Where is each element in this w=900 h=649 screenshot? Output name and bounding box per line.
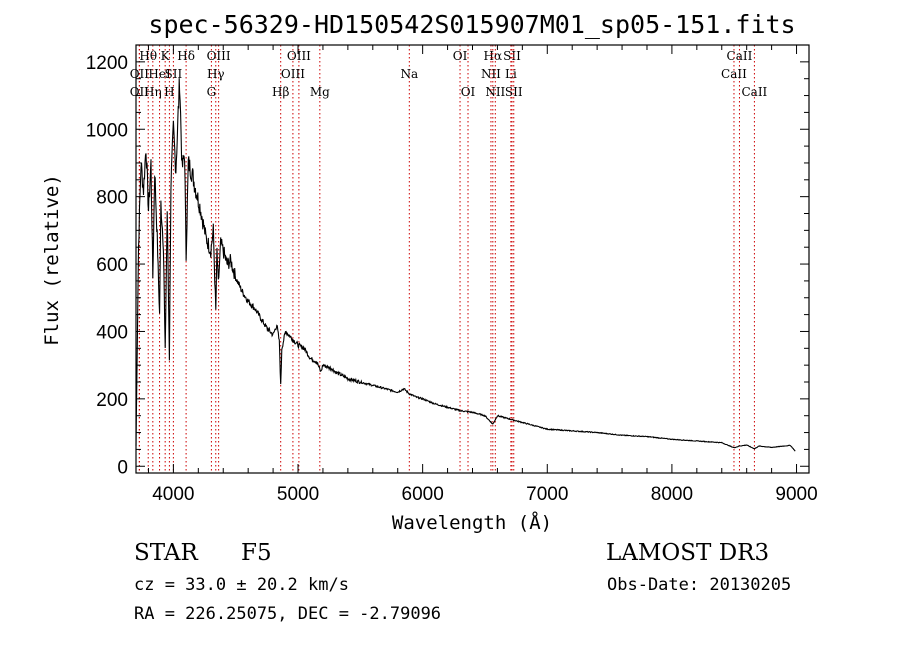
spectral-line-label: SII bbox=[505, 85, 523, 99]
x-tick-label: 7000 bbox=[526, 484, 568, 505]
y-axis-label: Flux (relative) bbox=[41, 174, 63, 346]
y-tick-label: 800 bbox=[96, 188, 128, 209]
x-tick-label: 6000 bbox=[402, 484, 444, 505]
coordinates: RA = 226.25075, DEC = -2.79096 bbox=[134, 604, 441, 624]
spectral-line-label: H bbox=[164, 85, 174, 99]
redshift-cz: cz = 33.0 ± 20.2 km/s bbox=[134, 575, 349, 595]
spectral-line-label: Hθ bbox=[139, 49, 157, 63]
spectral-line-label: NII bbox=[485, 85, 505, 99]
spectral-line-label: SII bbox=[165, 67, 183, 81]
y-tick-label: 1000 bbox=[86, 120, 128, 141]
obs-date: Obs-Date: 20130205 bbox=[607, 575, 791, 595]
spectral-line-label: OIII bbox=[287, 49, 311, 63]
spectral-line-label: Hβ bbox=[272, 85, 289, 99]
spectral-line-label: Li bbox=[505, 67, 517, 81]
spectral-line-label: Hα bbox=[484, 49, 503, 63]
spectral-line-label: K bbox=[161, 49, 171, 63]
y-tick-label: 200 bbox=[96, 390, 128, 411]
spectral-line-label: G bbox=[207, 85, 217, 99]
spectral-line-label: Hδ bbox=[177, 49, 195, 63]
spectral-line-label: CaII bbox=[741, 85, 767, 99]
y-tick-label: 400 bbox=[96, 322, 128, 343]
spectral-line-label: OI bbox=[461, 85, 476, 99]
spectral-line-label: OIII bbox=[207, 49, 231, 63]
spectral-line-label: CaII bbox=[727, 49, 753, 63]
plot-frame bbox=[135, 44, 810, 474]
spectral-line-label: Hη bbox=[144, 85, 162, 99]
spectral-line-label: NII bbox=[481, 67, 501, 81]
x-tick-label: 8000 bbox=[651, 484, 693, 505]
object-subclass: F5 bbox=[241, 540, 272, 566]
y-tick-label: 1200 bbox=[86, 53, 128, 74]
x-tick-label: 9000 bbox=[775, 484, 817, 505]
object-type: STAR bbox=[134, 540, 198, 566]
y-tick-label: 0 bbox=[117, 457, 128, 478]
spectrum-series bbox=[135, 78, 796, 452]
spectral-line-label: OII bbox=[130, 85, 150, 99]
survey-name: LAMOST DR3 bbox=[606, 540, 769, 566]
x-axis-label: Wavelength (Å) bbox=[392, 511, 552, 534]
y-tick-label: 600 bbox=[96, 255, 128, 276]
spectral-line-label: Na bbox=[400, 67, 418, 81]
x-tick-label: 4000 bbox=[152, 484, 194, 505]
spectral-line-label: Mg bbox=[310, 85, 330, 99]
axes: 4000 5000 6000 7000 8000 9000 0 200 400 600 800 100… bbox=[86, 45, 818, 505]
chart-title: spec-56329-HD150542S015907M01_sp05-151.f… bbox=[148, 10, 795, 39]
spectral-line-label: OIII bbox=[281, 67, 305, 81]
spectral-line-label: Hγ bbox=[207, 67, 225, 81]
spectral-line-label: OI bbox=[453, 49, 468, 63]
spectral-line-label: SII bbox=[503, 49, 521, 63]
spectrum-line bbox=[135, 78, 796, 452]
x-tick-label: 5000 bbox=[277, 484, 319, 505]
spectral-line-label: CaII bbox=[721, 67, 747, 81]
